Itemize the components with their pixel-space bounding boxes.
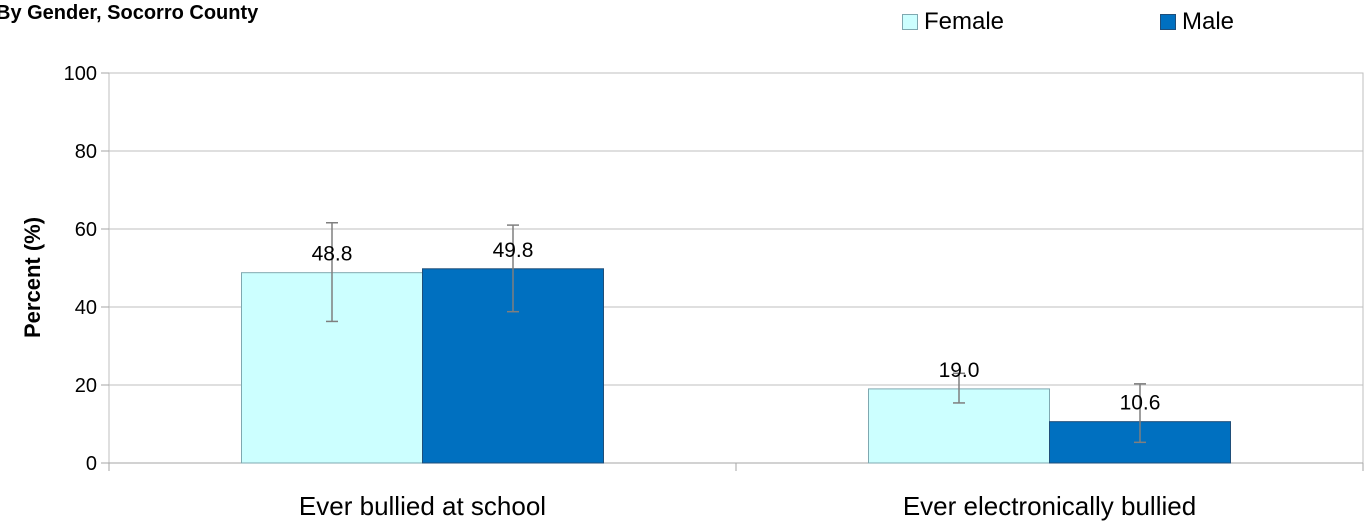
y-tick-label: 40	[75, 297, 97, 319]
x-tick-label: Ever electronically bullied	[903, 491, 1196, 521]
data-label: 19.0	[939, 359, 980, 382]
chart-title: By Gender, Socorro County	[0, 2, 259, 24]
legend-item-female: Female	[902, 8, 1004, 36]
legend-label-female: Female	[924, 8, 1005, 35]
data-label: 10.6	[1120, 392, 1161, 415]
y-tick-label: 0	[86, 453, 97, 475]
y-tick-label: 20	[75, 375, 97, 397]
y-tick-label: 80	[75, 141, 97, 163]
y-tick-label: 60	[75, 219, 97, 241]
legend-swatch-male	[1160, 14, 1176, 30]
legend: Female Male	[900, 8, 1260, 42]
legend-swatch-female	[902, 14, 918, 30]
x-tick-label: Ever bullied at school	[299, 491, 546, 521]
y-tick-label: 100	[64, 63, 97, 85]
data-label: 48.8	[312, 243, 353, 266]
legend-label-male: Male	[1182, 8, 1235, 35]
data-label: 49.8	[493, 239, 534, 262]
legend-item-male: Male	[1160, 8, 1234, 36]
